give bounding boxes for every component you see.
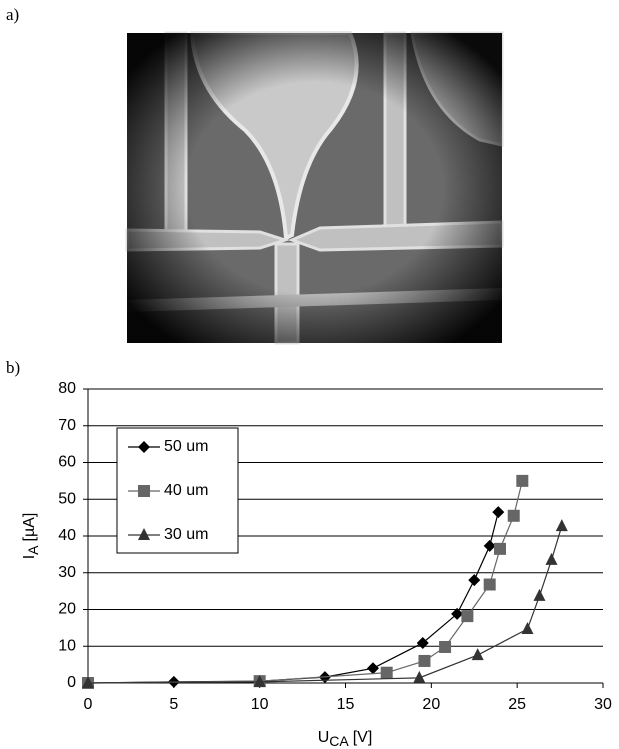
x-tick-label: 5 xyxy=(169,696,178,713)
panel-label: a) xyxy=(6,5,19,24)
marker xyxy=(138,485,150,497)
x-axis-label-part: [V] xyxy=(353,729,373,746)
marker xyxy=(82,676,94,688)
marker xyxy=(507,509,520,522)
marker xyxy=(521,621,534,634)
x-axis-label-part: CA xyxy=(329,733,349,749)
marker xyxy=(366,662,379,675)
marker xyxy=(471,648,484,661)
series-line xyxy=(87,480,523,684)
y-tick-label: 40 xyxy=(58,527,76,544)
y-tick-label: 10 xyxy=(58,637,76,654)
y-axis-label-part: A xyxy=(25,545,41,555)
legend-label: 50 um xyxy=(164,438,208,455)
marker xyxy=(253,674,266,687)
y-tick-label: 0 xyxy=(67,674,76,691)
marker xyxy=(516,474,529,487)
x-tick-label: 25 xyxy=(508,696,526,713)
marker xyxy=(492,506,505,519)
panel-label: b) xyxy=(6,358,20,377)
marker xyxy=(494,542,506,555)
y-axis-label: IA [µA] xyxy=(21,513,40,560)
y-axis-label-part: [µA] xyxy=(21,513,38,542)
y-tick-label: 70 xyxy=(58,417,76,434)
series-line xyxy=(87,525,563,684)
legend-label: 40 um xyxy=(164,482,208,499)
y-axis-label-part: I xyxy=(21,555,38,559)
marker xyxy=(439,640,452,653)
y-tick-label: 50 xyxy=(58,490,76,507)
marker xyxy=(416,636,429,649)
x-axis-label-part: U xyxy=(318,729,330,746)
x-tick-label: 20 xyxy=(422,696,440,713)
y-tick-label: 80 xyxy=(58,380,76,397)
x-tick-label: 15 xyxy=(337,696,355,713)
marker xyxy=(451,607,464,620)
marker xyxy=(138,441,150,453)
y-tick-label: 30 xyxy=(58,564,76,581)
marker xyxy=(413,670,426,683)
marker xyxy=(483,578,496,591)
marker xyxy=(380,666,393,679)
legend: 50 um 40 um 30 um xyxy=(116,427,239,554)
legend-label: 30 um xyxy=(164,526,208,543)
marker xyxy=(418,654,431,667)
marker xyxy=(533,588,546,601)
marker xyxy=(468,574,481,587)
x-tick-label: 10 xyxy=(251,696,269,713)
marker xyxy=(555,519,568,532)
x-tick-label: 30 xyxy=(594,696,612,713)
marker xyxy=(483,539,496,552)
y-tick-label: 60 xyxy=(58,454,76,471)
marker xyxy=(138,528,150,540)
x-axis-label: UCA [V] xyxy=(318,729,373,748)
y-tick-label: 20 xyxy=(58,601,76,618)
marker xyxy=(461,610,474,623)
marker xyxy=(545,552,558,565)
x-tick-label: 0 xyxy=(84,696,93,713)
micrograph xyxy=(125,31,504,345)
